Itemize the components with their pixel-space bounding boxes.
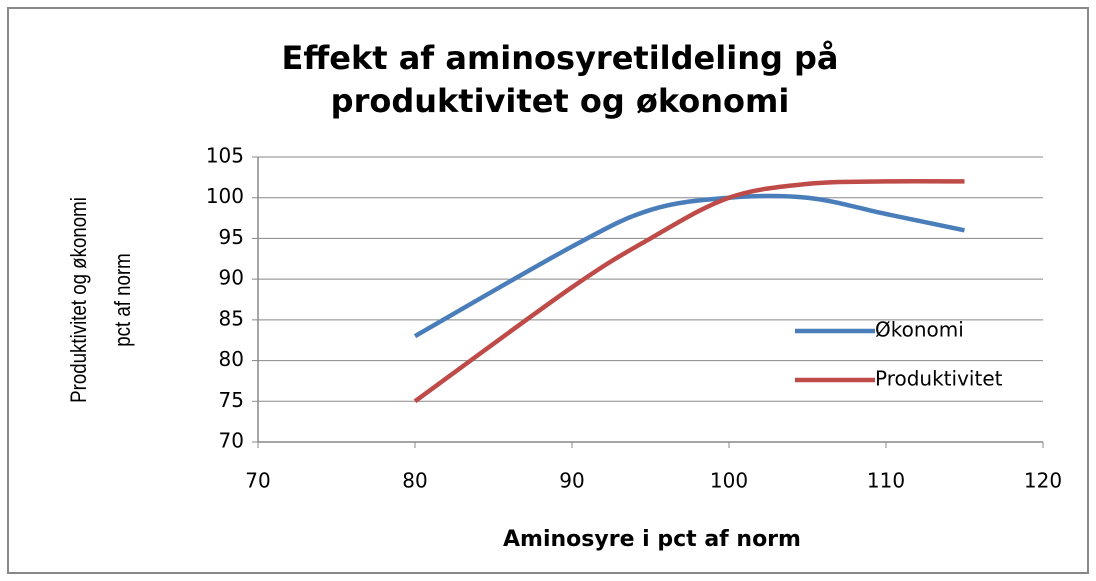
x-tick-label: 100 [710,469,748,493]
series-line [413,193,965,339]
legend-label: Økonomi [875,318,964,342]
x-tick-label: 120 [1024,469,1062,493]
x-tick-label: 90 [559,469,584,493]
series-line [413,178,965,404]
x-tick-label: 110 [867,469,905,493]
x-tick-label: 80 [402,469,427,493]
x-tick-label: 70 [245,469,270,493]
y-axis-title-line: Produktivitet og økonomi [67,197,91,403]
y-axis-title: Produktivitet og økonomi pct af norm [67,197,135,403]
x-axis-title: Aminosyre i pct af norm [503,527,801,552]
y-tick-label: 90 [219,266,244,290]
y-axis-title-line: pct af norm [111,253,135,346]
y-tick-label: 85 [219,306,244,330]
y-tick-label: 80 [219,347,244,371]
y-tick-label: 95 [219,225,244,249]
chart-border [7,7,1089,574]
chart-title: Effekt af aminosyretildeling på [281,39,838,77]
y-tick-label: 105 [206,144,244,168]
y-tick-label: 100 [206,184,244,208]
chart-title: produktivitet og økonomi [331,82,790,120]
y-tick-label: 70 [219,429,244,453]
y-tick-label: 75 [219,388,244,412]
legend-label: Produktivitet [875,367,1003,391]
